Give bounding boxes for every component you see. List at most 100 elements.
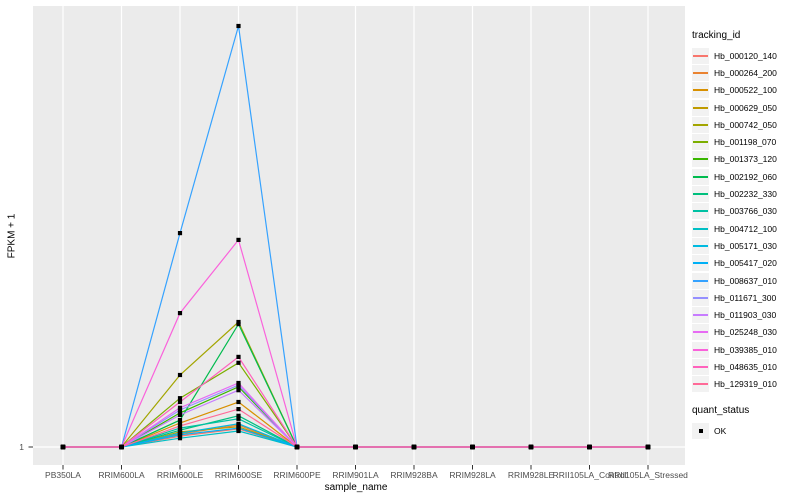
data-point — [236, 380, 241, 386]
data-point — [236, 354, 241, 359]
legend-item: Hb_003766_030 — [692, 203, 798, 220]
legend-key-box — [692, 64, 709, 81]
legend-color-line-icon — [693, 227, 708, 230]
legend-key-box — [692, 358, 709, 375]
legend-item-label: Hb_129319_010 — [714, 379, 777, 390]
legend-item: Hb_000120_140 — [692, 47, 798, 64]
square-point-icon — [698, 428, 703, 433]
legend-item-label: Hb_000120_140 — [714, 50, 777, 61]
legend-color-line-icon — [693, 365, 708, 368]
legend: tracking_id Hb_000120_140 Hb_000264_200 Hb… — [692, 30, 798, 439]
y-axis-title: FPKM + 1 — [6, 213, 18, 259]
data-point — [177, 231, 183, 236]
legend-key-box — [692, 116, 709, 133]
legend-item-label: Hb_003766_030 — [714, 206, 777, 217]
legend-color-line-icon — [693, 314, 708, 317]
data-point — [177, 418, 183, 423]
data-point — [236, 23, 241, 29]
legend-item-label: Hb_001198_070 — [714, 137, 777, 148]
legend-color-line-icon — [693, 210, 708, 213]
legend-color-line-icon — [693, 296, 708, 299]
x-tick-label: RRIM928LE — [508, 470, 555, 480]
legend-item: Hb_008637_010 — [692, 272, 798, 289]
legend-key-box — [692, 376, 709, 393]
legend-color-line-icon — [693, 383, 708, 386]
data-point — [236, 428, 241, 434]
legend-key-box — [692, 307, 709, 324]
legend-item-label: Hb_039385_010 — [714, 344, 777, 355]
data-point — [177, 436, 183, 441]
legend-item: Hb_002232_330 — [692, 185, 798, 203]
legend-item-label: Hb_001373_120 — [714, 154, 777, 165]
legend-key-box — [692, 237, 709, 254]
data-point — [236, 407, 241, 412]
legend-item-label: Hb_025248_030 — [714, 327, 777, 338]
data-point — [236, 322, 241, 327]
data-point — [177, 423, 183, 428]
data-point — [60, 444, 66, 450]
legend-color-line-icon — [693, 89, 708, 92]
legend-color-line-icon — [693, 123, 708, 126]
legend-item: Hb_011671_300 — [692, 289, 798, 306]
data-point — [528, 444, 534, 450]
legend-item-label: Hb_005171_030 — [714, 240, 777, 251]
legend-key-box — [692, 47, 709, 64]
legend-color-line-icon — [693, 193, 708, 196]
legend-item: Hb_004712_100 — [692, 220, 798, 237]
legend-color-line-icon — [693, 158, 708, 161]
legend-color-line-icon — [693, 141, 708, 144]
legend-item-label: Hb_000742_050 — [714, 119, 777, 130]
legend-item: Hb_048635_010 — [692, 358, 798, 375]
data-point — [177, 420, 183, 426]
legend-item: Hb_000264_200 — [692, 64, 798, 81]
legend-item: Hb_005417_020 — [692, 255, 798, 272]
legend-color-line-icon — [693, 244, 708, 247]
x-tick-label: RRIM928BA — [390, 470, 438, 480]
legend-color-line-icon — [693, 279, 708, 282]
legend-item-ok: OK — [692, 422, 798, 439]
data-point — [645, 444, 651, 450]
legend-key-box — [692, 220, 709, 237]
legend-item: Hb_011903_030 — [692, 306, 798, 324]
legend-key-box — [692, 272, 709, 289]
data-point — [119, 444, 124, 450]
x-tick-label: RRIM901LA — [332, 470, 379, 480]
plot-panel — [33, 6, 685, 465]
legend-color-line-icon — [693, 331, 708, 334]
legend-key-box — [692, 422, 709, 439]
legend-item-label: Hb_000629_050 — [714, 102, 777, 113]
data-point — [353, 444, 358, 450]
data-point — [470, 444, 475, 450]
x-tick-label: RRIM600SE — [215, 470, 263, 480]
x-tick-label: RRII105LA_Control — [553, 470, 627, 480]
data-point — [236, 421, 241, 426]
legend-color-line-icon — [693, 262, 708, 265]
legend-item-label: Hb_000522_100 — [714, 85, 777, 96]
x-tick-label: PB350LA — [45, 470, 81, 480]
legend-item-label: Hb_048635_010 — [714, 361, 777, 372]
legend-item: Hb_002192_060 — [692, 168, 798, 185]
legend-item-label: Hb_002192_060 — [714, 171, 777, 182]
legend-color-line-icon — [693, 348, 708, 351]
legend-key-box — [692, 324, 709, 341]
x-tick-label: RRII105LA_Stressed — [608, 470, 688, 480]
data-point — [236, 413, 241, 418]
legend-color-line-icon — [693, 175, 708, 178]
data-point — [236, 416, 241, 421]
data-point — [177, 432, 183, 437]
legend-key-box — [692, 99, 709, 116]
legend-item: Hb_005171_030 — [692, 237, 798, 254]
data-point — [236, 360, 241, 365]
data-point — [236, 426, 241, 431]
legend-item: Hb_000742_050 — [692, 116, 798, 133]
legend-item: Hb_001373_120 — [692, 151, 798, 168]
legend-item-label: Hb_004712_100 — [714, 223, 777, 234]
legend-key-box — [692, 151, 709, 168]
legend-item-label: Hb_011903_030 — [714, 310, 777, 321]
x-axis-title: sample_name — [324, 482, 388, 493]
legend-key-box — [692, 255, 709, 272]
legend-key-box — [692, 341, 709, 358]
x-tick-label: RRIM600LA — [98, 470, 145, 480]
data-point — [411, 444, 417, 450]
